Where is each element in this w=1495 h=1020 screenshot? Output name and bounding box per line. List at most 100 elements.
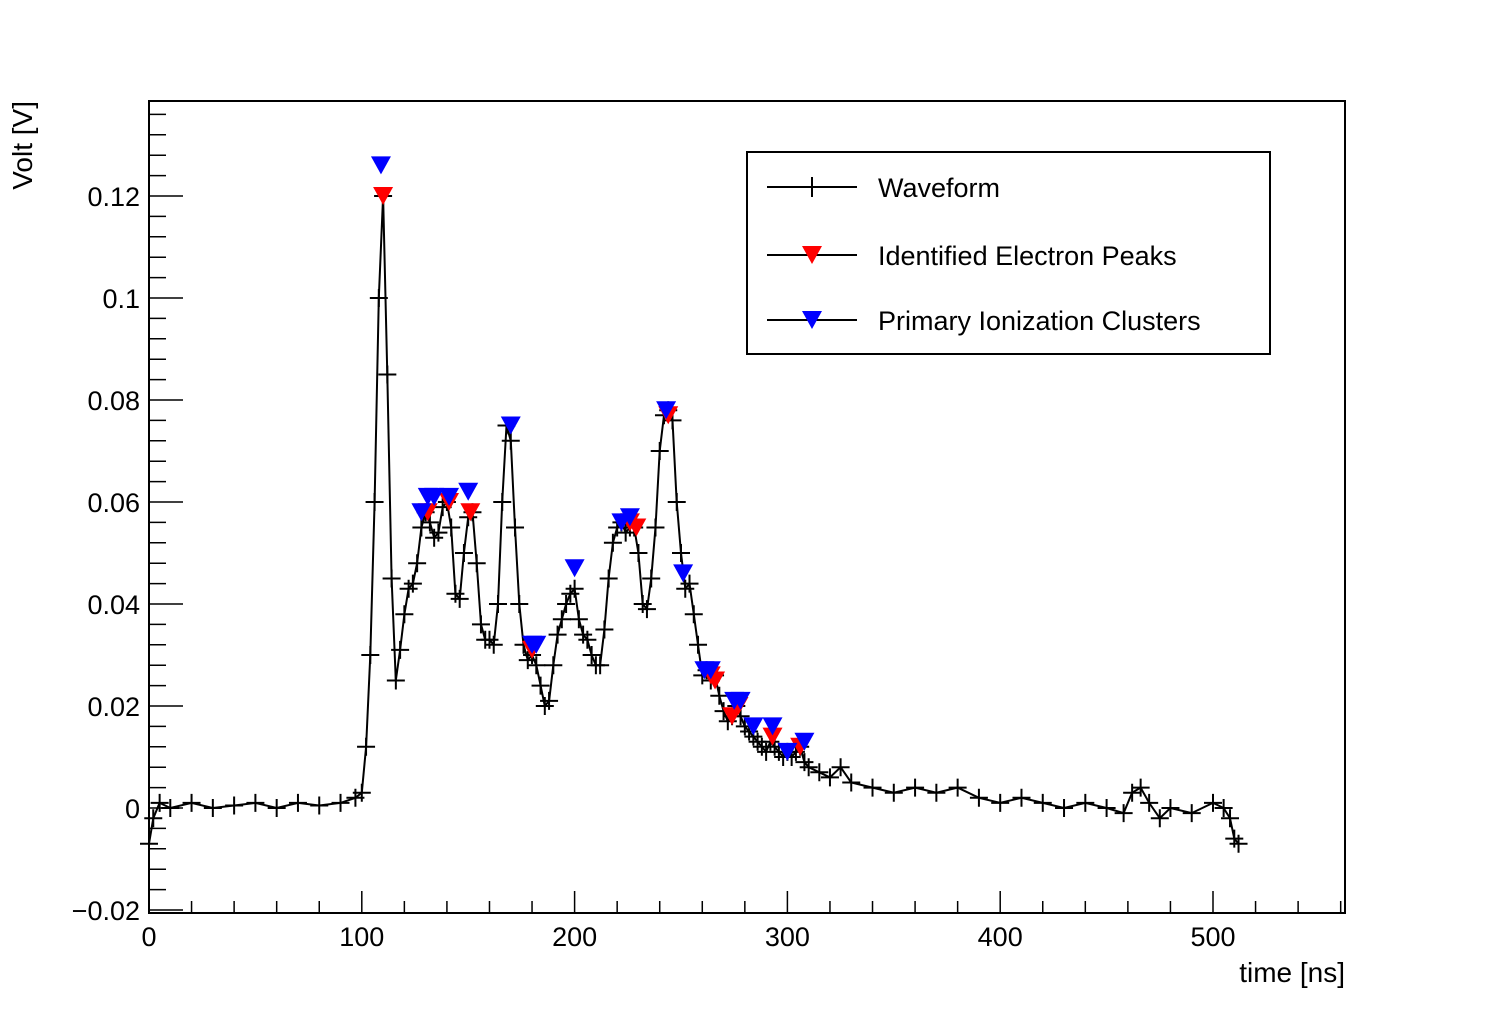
waveform-point [493, 493, 512, 511]
waveform-point [144, 809, 163, 828]
y-axis-title: Volt [V] [7, 101, 38, 190]
y-tick-label: 0 [125, 794, 140, 824]
waveform-point [642, 569, 661, 588]
y-tick-label: 0.04 [87, 590, 140, 620]
y-tick-label: −0.02 [72, 896, 140, 926]
cluster-marker [370, 156, 391, 175]
y-tick-label: 0.12 [87, 182, 140, 212]
waveform-point [501, 431, 520, 450]
waveform-point [540, 691, 559, 710]
y-tick-label: 0.08 [87, 386, 140, 416]
waveform-point [395, 605, 414, 624]
waveform-point [1114, 804, 1133, 823]
waveform-point [203, 799, 222, 817]
waveform-point [488, 595, 507, 613]
waveform-point [1097, 799, 1116, 817]
x-tick-label: 0 [141, 922, 156, 952]
waveform-point [578, 630, 597, 649]
waveform-point [557, 595, 576, 613]
x-axis-title: time [ns] [1239, 957, 1345, 988]
waveform-point [831, 758, 850, 777]
waveform-point [1182, 804, 1201, 823]
waveform-point [1131, 778, 1150, 797]
waveform-point [591, 656, 610, 675]
waveform-point [1229, 834, 1248, 853]
cluster-marker [673, 564, 694, 583]
waveform-point [429, 523, 448, 542]
legend-clusters-marker [802, 311, 822, 329]
waveform-point [288, 793, 307, 812]
waveform-point [1161, 799, 1180, 817]
waveform-point [267, 799, 286, 817]
waveform-point [161, 799, 180, 817]
clusters-series [370, 156, 815, 761]
waveform-point [544, 656, 563, 675]
waveform-point [1012, 788, 1031, 807]
waveform-point [484, 635, 503, 654]
waveform-point [471, 615, 490, 634]
waveform-point [595, 620, 614, 639]
waveform-point [506, 518, 525, 537]
waveform-point [510, 595, 529, 613]
waveform-point [442, 518, 461, 537]
x-tick-label: 500 [1190, 922, 1235, 952]
waveform-point [991, 793, 1010, 812]
waveform-point [684, 605, 703, 624]
waveform-point [650, 442, 669, 460]
waveform-point [378, 365, 397, 384]
waveform-point [352, 783, 371, 802]
waveform-point [637, 600, 656, 619]
legend-label-clusters: Primary Ionization Clusters [878, 306, 1201, 336]
waveform-point [667, 493, 686, 511]
waveform-point [225, 796, 244, 815]
electron-peak-marker [373, 187, 394, 205]
waveform-point [310, 796, 329, 815]
waveform-point [369, 289, 388, 307]
waveform-point [948, 778, 967, 797]
electron-peak-marker [762, 727, 783, 746]
waveform-point [403, 574, 422, 593]
legend: Waveform Identified Electron Peaks Prima… [746, 151, 1271, 355]
waveform-point [810, 763, 829, 782]
cluster-marker [794, 732, 815, 751]
cluster-marker [619, 508, 640, 527]
waveform-point [689, 635, 708, 654]
cluster-marker [458, 482, 479, 501]
waveform-point [1204, 793, 1222, 812]
waveform-point [680, 574, 699, 593]
waveform-point [140, 834, 158, 853]
cluster-marker [411, 503, 432, 522]
waveform-point [548, 625, 567, 644]
legend-label-peaks: Identified Electron Peaks [878, 241, 1177, 271]
waveform-point [408, 554, 427, 573]
waveform-point [1221, 809, 1240, 828]
waveform-point [884, 783, 903, 802]
waveform-point [365, 493, 384, 511]
waveform-point [710, 686, 729, 705]
waveform-point [531, 676, 550, 695]
waveform-point [1033, 793, 1052, 812]
legend-peaks-marker [802, 246, 822, 264]
waveform-point [150, 793, 169, 812]
waveform-point [552, 610, 571, 629]
x-tick-labels: 0 100 200 300 400 500 [141, 922, 1235, 952]
waveform-series [140, 187, 1248, 853]
waveform-point [799, 758, 818, 777]
cluster-marker [777, 742, 798, 761]
waveform-point [527, 656, 546, 675]
x-tick-label: 300 [765, 922, 810, 952]
waveform-point [646, 518, 665, 537]
electron-peak-marker [460, 503, 481, 522]
x-tick-label: 200 [552, 922, 597, 952]
waveform-point [820, 768, 839, 787]
waveform-point [386, 671, 405, 690]
y-tick-labels: −0.02 0 0.02 0.04 0.06 0.08 0.1 0.12 [72, 182, 140, 926]
waveform-point [565, 579, 584, 598]
waveform-point [246, 793, 265, 812]
waveform-point [629, 544, 648, 562]
waveform-point [906, 778, 925, 797]
waveform-point [969, 788, 988, 807]
y-tick-label: 0.02 [87, 692, 140, 722]
cluster-marker [500, 416, 521, 435]
